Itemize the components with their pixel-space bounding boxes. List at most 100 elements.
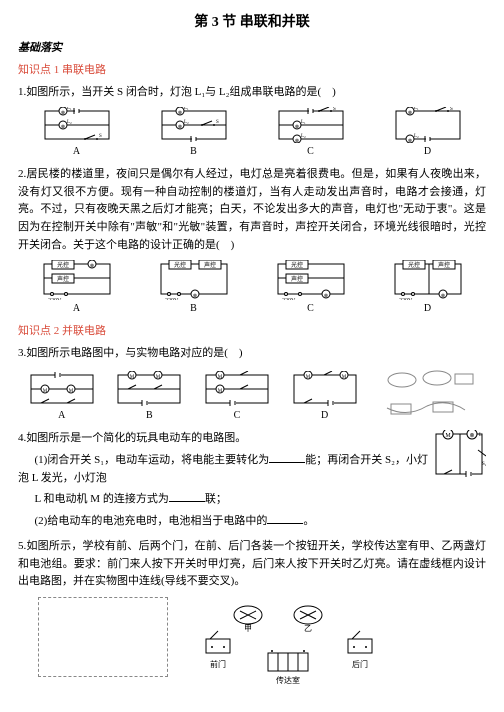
svg-text:M: M xyxy=(130,375,135,380)
svg-text:M: M xyxy=(218,389,223,394)
question-2: 2.居民楼的楼道里，夜间只是偶尔有人经过，电灯总是亮着很费电。但是，如果有人夜晚… xyxy=(18,166,486,254)
svg-text:L₂: L₂ xyxy=(184,120,189,125)
dashed-box xyxy=(38,597,168,677)
svg-text:⊗: ⊗ xyxy=(407,138,411,143)
blank-1 xyxy=(269,452,305,463)
svg-text:M: M xyxy=(305,375,310,380)
label-2d: D xyxy=(424,301,431,317)
q4d-text: 联； xyxy=(205,493,227,505)
svg-text:S: S xyxy=(450,107,453,112)
svg-text:S₂: S₂ xyxy=(482,462,486,467)
question-4-1b: L 和电动机 M 的连接方式为 联； xyxy=(18,491,486,509)
svg-text:⊗: ⊗ xyxy=(177,110,181,116)
question-4-1: (1)闭合开关 S₁，电动车运动，将电能主要转化为能；再闭合开关 S₂，小灯泡 … xyxy=(18,452,486,487)
circuit-3b: MM xyxy=(114,371,184,407)
q5-figures: 甲 乙 前门 后门 传达室 xyxy=(38,597,486,687)
circuit-2c: 光控声控 ⊗ 220V xyxy=(272,260,350,300)
circuit-3a: MM xyxy=(27,371,97,407)
circuit-b: ⊗L₁⊗L₂S xyxy=(158,107,230,143)
section-heading: 基础落实 xyxy=(18,40,486,58)
svg-text:M: M xyxy=(218,375,223,380)
svg-text:声控: 声控 xyxy=(203,261,215,269)
svg-text:M: M xyxy=(445,433,451,439)
svg-text:声控: 声控 xyxy=(437,261,449,269)
svg-text:⊗: ⊗ xyxy=(407,110,411,116)
q1-diagrams: ⊗L₁⊗L₂SA ⊗L₁⊗L₂SB ⊗L₁⊗L₂SC ⊗L₁⊗L₂SD xyxy=(18,107,486,160)
circuit-2d: 光控 声控 ⊗ 220V xyxy=(389,260,467,300)
svg-text:光控: 光控 xyxy=(173,261,185,269)
label-3d: D xyxy=(321,408,328,424)
label-c: C xyxy=(307,144,314,160)
q5-physical: 甲 乙 前门 后门 传达室 xyxy=(188,597,408,687)
svg-text:L₂: L₂ xyxy=(67,120,72,125)
svg-text:光控: 光控 xyxy=(56,261,68,269)
svg-text:S: S xyxy=(99,134,102,139)
svg-text:L₁: L₁ xyxy=(67,107,72,111)
svg-text:220V: 220V xyxy=(48,298,62,300)
svg-text:220V: 220V xyxy=(399,298,413,300)
svg-text:⊗: ⊗ xyxy=(60,124,64,130)
circuit-c: ⊗L₁⊗L₂S xyxy=(275,107,347,143)
label-2c: C xyxy=(307,301,314,317)
svg-text:220V: 220V xyxy=(282,298,296,300)
svg-text:L₂: L₂ xyxy=(301,134,306,139)
circuit-3d: MM xyxy=(290,371,360,407)
svg-text:S: S xyxy=(333,107,336,112)
svg-text:L₁: L₁ xyxy=(301,120,306,125)
knowledge-point-1: 知识点 1 串联电路 xyxy=(18,62,486,80)
svg-text:⊗: ⊗ xyxy=(440,293,444,299)
circuit-2a: 光控声控⊗220V xyxy=(38,260,116,300)
circuit-a: ⊗L₁⊗L₂S xyxy=(41,107,113,143)
svg-text:⊗: ⊗ xyxy=(469,433,474,439)
circuit-2b: 光控 声控 ⊗ 220V xyxy=(155,260,233,300)
label-2a: A xyxy=(73,301,80,317)
svg-text:乙: 乙 xyxy=(304,624,312,633)
svg-text:S: S xyxy=(216,120,219,125)
svg-text:前门: 前门 xyxy=(210,659,226,669)
q4f-text: 。 xyxy=(303,515,314,527)
blank-3 xyxy=(267,513,303,524)
q4c-text: L 和电动机 M 的连接方式为 xyxy=(35,493,169,505)
svg-text:⊗: ⊗ xyxy=(294,124,298,130)
question-4-2: (2)给电动车的电池充电时，电池相当于电路中的 。 xyxy=(18,513,486,531)
svg-text:传达室: 传达室 xyxy=(276,675,300,685)
question-3: 3.如图所示电路图中，与实物电路对应的是( ) xyxy=(18,345,486,363)
blank-2 xyxy=(169,491,205,502)
q4e-text: (2)给电动车的电池充电时，电池相当于电路中的 xyxy=(35,515,268,527)
svg-text:⊗: ⊗ xyxy=(294,138,298,143)
svg-text:L: L xyxy=(479,433,482,438)
question-1: 1.如图所示，当开关 S 闭合时，灯泡 L₁与 L₂组成串联电路的是( ) xyxy=(18,84,486,102)
svg-text:M: M xyxy=(341,375,346,380)
label-3c: C xyxy=(234,408,241,424)
circuit-3c: MM xyxy=(202,371,272,407)
q4-figure: M⊗LS₂S₁ xyxy=(432,430,486,478)
circuit-d: ⊗L₁⊗L₂S xyxy=(392,107,464,143)
question-4: 4.如图所示是一个简化的玩具电动车的电路图。 xyxy=(18,430,486,448)
label-b: B xyxy=(190,144,197,160)
svg-text:M: M xyxy=(69,389,74,394)
svg-text:声控: 声控 xyxy=(56,275,68,283)
q3-physical xyxy=(377,368,477,424)
svg-text:L₁: L₁ xyxy=(184,107,189,111)
svg-text:⊗: ⊗ xyxy=(323,293,327,299)
label-a: A xyxy=(73,144,80,160)
svg-text:光控: 光控 xyxy=(290,261,302,269)
question-5: 5.如图所示，学校有前、后两个门，在前、后门各装一个按钮开关，学校传达室有甲、乙… xyxy=(18,538,486,591)
svg-text:L₂: L₂ xyxy=(414,134,419,139)
svg-text:后门: 后门 xyxy=(352,659,368,669)
label-d: D xyxy=(424,144,431,160)
svg-text:⊗: ⊗ xyxy=(192,293,196,299)
svg-text:声控: 声控 xyxy=(290,275,302,283)
svg-text:M: M xyxy=(156,375,161,380)
svg-text:L₁: L₁ xyxy=(414,107,419,111)
q2-diagrams: 光控声控⊗220VA 光控声控⊗220VB 光控声控⊗220VC 光控声控⊗22… xyxy=(18,260,486,317)
label-3a: A xyxy=(58,408,65,424)
svg-text:220V: 220V xyxy=(165,298,179,300)
svg-text:光控: 光控 xyxy=(407,261,419,269)
svg-text:甲: 甲 xyxy=(244,624,252,633)
q4a-text: (1)闭合开关 S₁，电动车运动，将电能主要转化为 xyxy=(35,454,270,466)
label-2b: B xyxy=(190,301,197,317)
page-title: 第 3 节 串联和并联 xyxy=(18,12,486,34)
svg-text:M: M xyxy=(43,389,48,394)
label-3b: B xyxy=(146,408,153,424)
